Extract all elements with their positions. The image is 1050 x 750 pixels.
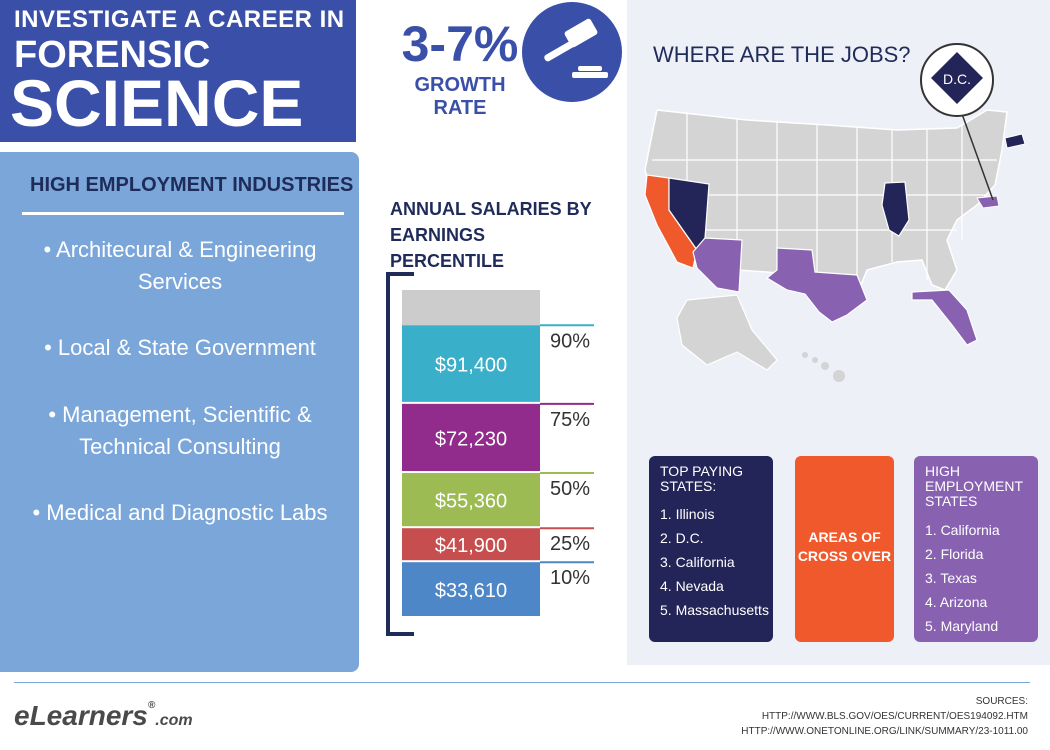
chart-title: ANNUAL SALARIES BY EARNINGS PERCENTILE: [390, 196, 600, 274]
high-employment-list: 1. California 2. Florida 3. Texas 4. Ari…: [925, 518, 1000, 638]
industry-item: • Local & State Government: [44, 335, 316, 360]
list-item: 1. California: [925, 522, 1000, 538]
bar: [402, 403, 540, 472]
gavel-icon: [522, 2, 622, 102]
industries-divider: [22, 212, 344, 215]
high-employment-title: HIGH EMPLOYMENT STATES: [925, 463, 1023, 509]
bar: [402, 562, 540, 616]
sources: SOURCES: HTTP://WWW.BLS.GOV/OES/CURRENT/…: [741, 694, 1028, 739]
bar-value-label: $41,900: [435, 535, 507, 557]
bar-percentile-label: 50%: [550, 478, 590, 500]
map-title: WHERE ARE THE JOBS?: [653, 42, 911, 67]
bar-value-label: $72,230: [435, 428, 507, 450]
bar: [402, 325, 540, 402]
industry-item: • Architecural & Engineering Services: [43, 237, 317, 294]
growth-rate-value: 3-7%: [401, 16, 519, 72]
map-state-texas: [765, 247, 868, 323]
list-item: 5. Maryland: [925, 618, 999, 634]
bar-percentile-label: 10%: [550, 567, 590, 589]
source-link[interactable]: HTTP://WWW.BLS.GOV/OES/CURRENT/OES194092…: [761, 711, 1028, 722]
list-item: 5. Massachusetts: [660, 602, 769, 618]
list-item: 3. California: [660, 554, 735, 570]
map-state-florida: [911, 289, 978, 346]
us-map: D.C.: [644, 43, 1026, 382]
bar-value-label: $33,610: [435, 580, 507, 602]
elearners-logo[interactable]: eLearners®.com: [14, 700, 193, 732]
title-line-3: SCIENCE: [10, 66, 304, 140]
sources-label: SOURCES:: [975, 696, 1028, 707]
list-item: 4. Nevada: [660, 578, 724, 594]
industries-panel: HIGH EMPLOYMENT INDUSTRIES • Architecura…: [0, 152, 359, 672]
title-line-1: INVESTIGATE A CAREER IN: [14, 6, 345, 33]
top-paying-list: 1. Illinois 2. D.C. 3. California 4. Nev…: [660, 502, 769, 622]
industries-heading: HIGH EMPLOYMENT INDUSTRIES: [30, 174, 354, 196]
bar-percentile-label: 75%: [550, 409, 590, 431]
chart-bracket: [386, 272, 414, 636]
bar-percentile-label: 90%: [550, 330, 590, 352]
list-item: 2. Florida: [925, 546, 984, 562]
map-state-alaska: [676, 294, 778, 371]
industry-item: • Management, Scientific & Technical Con…: [48, 402, 312, 459]
bar-percentile-label: 25%: [550, 533, 590, 555]
source-link[interactable]: HTTP://WWW.ONETONLINE.ORG/LINK/SUMMARY/2…: [741, 726, 1028, 737]
title-banner: INVESTIGATE A CAREER IN FORENSIC SCIENCE: [0, 0, 356, 142]
list-item: 2. D.C.: [660, 530, 704, 546]
map-state-illinois: [881, 181, 910, 237]
bar: [402, 528, 540, 561]
map-state-massachusetts: [1004, 133, 1026, 149]
top-paying-box: TOP PAYING STATES: 1. Illinois 2. D.C. 3…: [649, 456, 773, 642]
logo-registered: ®: [147, 700, 156, 711]
high-employment-box: HIGH EMPLOYMENT STATES 1. California 2. …: [914, 456, 1038, 642]
logo-suffix: .com: [155, 712, 193, 729]
map-state-hawaii: [802, 352, 845, 382]
cross-over-box: AREAS OF CROSS OVER: [795, 456, 894, 642]
map-state-maryland: [976, 195, 1000, 209]
map-state-arizona: [692, 237, 743, 293]
footer-divider: [14, 682, 1030, 683]
bar: [402, 473, 540, 527]
top-paying-title: TOP PAYING STATES:: [660, 463, 743, 494]
cross-over-label: AREAS OF CROSS OVER: [797, 529, 892, 564]
list-item: 3. Texas: [925, 570, 977, 586]
bar-value-label: $91,400: [435, 355, 507, 377]
industry-item: • Medical and Diagnostic Labs: [32, 500, 328, 525]
bar-cap: [402, 290, 540, 326]
title-line-2: FORENSIC: [14, 34, 211, 76]
map-dc-label: D.C.: [943, 71, 971, 87]
logo-main: eLearners: [14, 700, 148, 731]
list-item: 4. Arizona: [925, 594, 988, 610]
map-dc-shape: [931, 52, 983, 104]
chart-title-line: ANNUAL SALARIES BY EARNINGS PERCENTILE: [390, 199, 592, 271]
salary-chart: $91,400 90% $72,230 75% $55,360 50% $41,900 25%…: [386, 272, 594, 636]
growth-rate-label: GROWTH RATE: [414, 74, 506, 119]
bar-value-label: $55,360: [435, 491, 507, 513]
list-item: 1. Illinois: [660, 506, 715, 522]
